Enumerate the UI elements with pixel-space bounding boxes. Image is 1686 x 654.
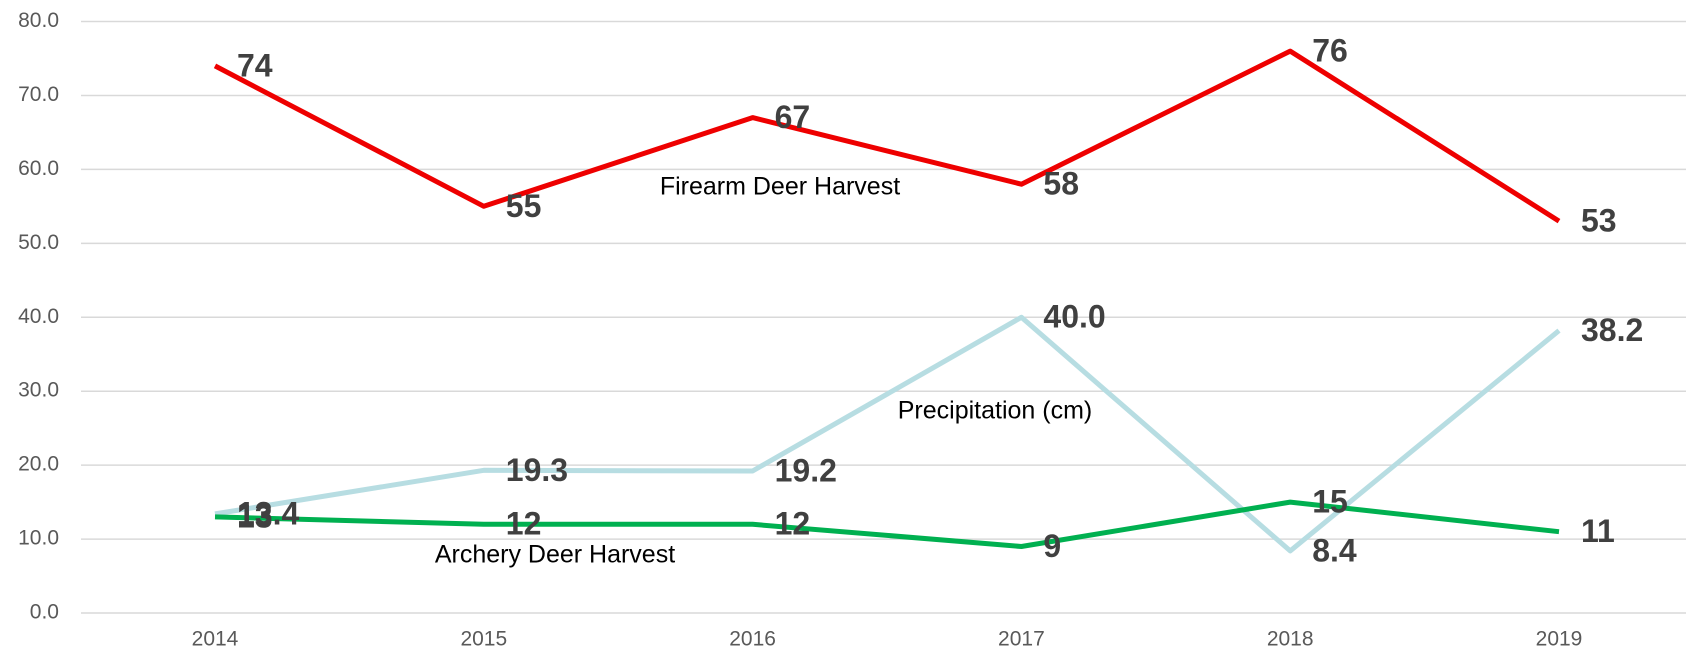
- y-tick-label: 60.0: [18, 157, 59, 180]
- data-label: 40.0: [1043, 299, 1105, 335]
- x-tick-label: 2019: [1536, 628, 1583, 651]
- data-label: 8.4: [1312, 532, 1357, 568]
- data-label: 67: [775, 99, 811, 135]
- data-label: 38.2: [1581, 312, 1643, 348]
- series-line: [213, 48, 1561, 224]
- data-label: 13: [237, 498, 273, 534]
- y-tick-label: 20.0: [18, 453, 59, 476]
- data-label: 12: [506, 506, 542, 542]
- data-label: 19.2: [775, 452, 837, 488]
- series-line: [214, 314, 1561, 554]
- y-tick-label: 40.0: [18, 305, 59, 328]
- data-label: 74: [237, 47, 273, 83]
- y-tick-label: 50.0: [18, 231, 59, 254]
- data-label: 12: [775, 506, 811, 542]
- data-label: 15: [1312, 484, 1348, 520]
- series-name: Firearm Deer Harvest: [660, 173, 900, 201]
- data-label: 58: [1043, 166, 1079, 202]
- data-label: 11: [1581, 513, 1615, 549]
- data-label: 9: [1043, 528, 1061, 564]
- x-tick-label: 2016: [729, 628, 776, 651]
- data-label: 19.3: [506, 452, 568, 488]
- x-tick-label: 2017: [998, 628, 1045, 651]
- series-name: Precipitation (cm): [898, 397, 1093, 425]
- data-label: 55: [506, 188, 542, 224]
- y-tick-label: 80.0: [18, 9, 59, 32]
- series-line: [214, 499, 1560, 549]
- y-tick-label: 0.0: [30, 601, 59, 624]
- x-tick-label: 2015: [460, 628, 507, 651]
- y-tick-label: 30.0: [18, 379, 59, 402]
- y-tick-label: 70.0: [18, 83, 59, 106]
- x-tick-label: 2018: [1267, 628, 1314, 651]
- data-label: 13.4: [237, 495, 299, 531]
- data-label: 53: [1581, 203, 1617, 239]
- series-name: Archery Deer Harvest: [435, 541, 675, 569]
- y-tick-label: 10.0: [18, 527, 59, 550]
- x-tick-label: 2014: [192, 628, 239, 651]
- data-label: 76: [1312, 33, 1348, 69]
